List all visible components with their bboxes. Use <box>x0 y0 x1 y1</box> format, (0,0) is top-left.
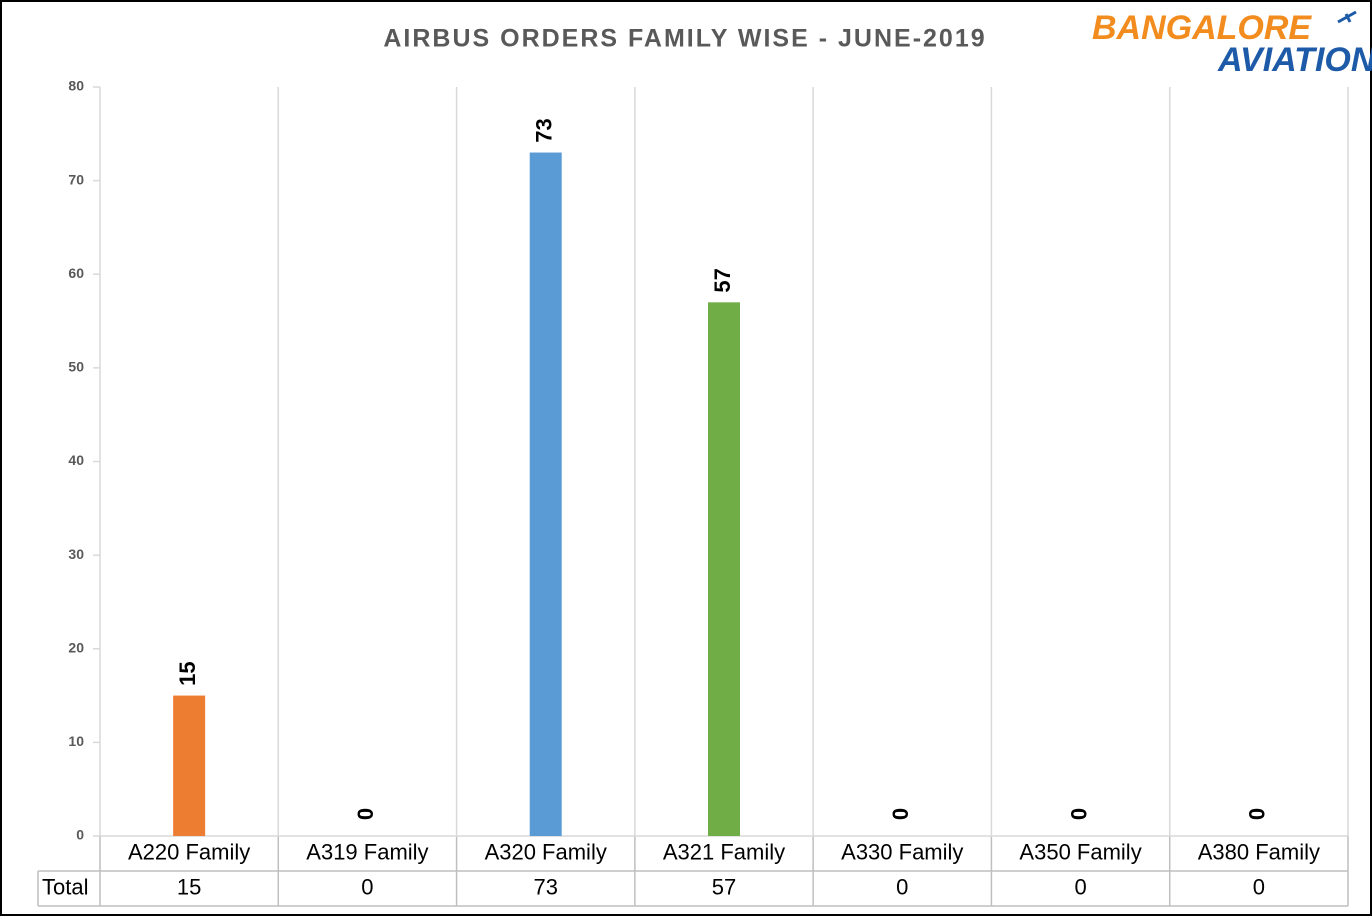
data-label: 0 <box>353 808 378 820</box>
table-value: 57 <box>712 874 736 899</box>
data-label: 0 <box>1066 808 1091 820</box>
data-label: 73 <box>532 118 557 142</box>
y-tick-label: 10 <box>68 733 84 749</box>
y-tick-label: 70 <box>68 171 84 187</box>
table-value: 0 <box>1074 874 1086 899</box>
data-label: 15 <box>175 661 200 685</box>
y-tick-label: 50 <box>68 359 84 375</box>
y-tick-label: 40 <box>68 452 84 468</box>
table-value: 15 <box>177 874 201 899</box>
bar <box>173 695 206 836</box>
y-tick-label: 20 <box>68 639 84 655</box>
table-row-label: Total <box>42 874 88 899</box>
data-label: 0 <box>1245 808 1270 820</box>
logo-plane <box>1337 10 1357 24</box>
x-tick-label: A220 Family <box>128 839 250 864</box>
x-tick-label: A320 Family <box>485 839 607 864</box>
y-tick-label: 80 <box>68 78 84 94</box>
x-tick-label: A380 Family <box>1198 839 1320 864</box>
logo-line1: BANGALORE <box>1092 9 1312 47</box>
x-tick-label: A330 Family <box>841 839 963 864</box>
data-label: 57 <box>710 268 735 292</box>
x-tick-label: A319 Family <box>306 839 428 864</box>
y-tick-label: 0 <box>76 827 84 843</box>
logo-line2: AVIATION <box>1217 41 1372 79</box>
table-value: 0 <box>1253 874 1265 899</box>
x-tick-label: A350 Family <box>1019 839 1141 864</box>
bar <box>529 152 562 837</box>
table-value: 0 <box>361 874 373 899</box>
y-tick-label: 30 <box>68 546 84 562</box>
x-tick-label: A321 Family <box>663 839 785 864</box>
table-value: 0 <box>896 874 908 899</box>
y-tick-label: 60 <box>68 265 84 281</box>
table-value: 73 <box>533 874 557 899</box>
bar <box>708 302 740 836</box>
chart-title: AIRBUS ORDERS FAMILY WISE - JUNE-2019 <box>383 25 986 53</box>
data-label: 0 <box>888 808 913 820</box>
